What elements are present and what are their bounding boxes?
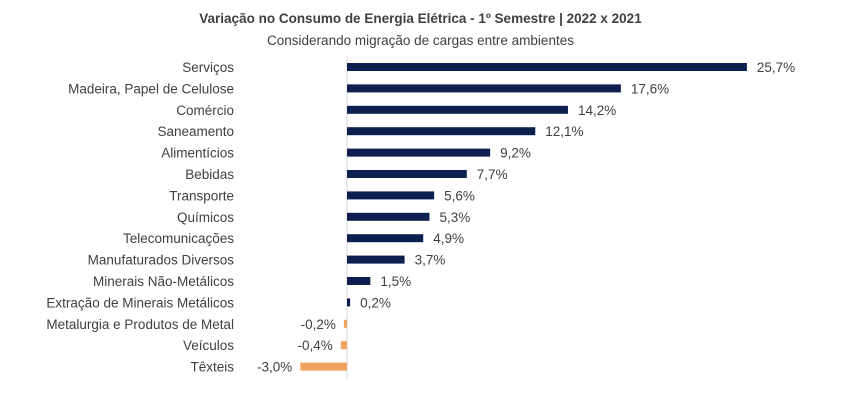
data-label: 25,7% [757, 60, 795, 75]
data-label: 7,7% [477, 167, 508, 182]
data-label: 5,3% [439, 210, 470, 225]
data-label: -0,2% [301, 317, 336, 332]
data-label: 3,7% [415, 253, 446, 268]
category-label: Serviços [182, 60, 234, 75]
bar [347, 127, 536, 136]
data-label: 0,2% [360, 295, 391, 310]
chart-title: Variação no Consumo de Energia Elétrica … [199, 11, 642, 26]
data-label: 1,5% [380, 274, 411, 289]
category-label: Comércio [176, 103, 234, 118]
category-label: Saneamento [157, 124, 234, 139]
bar [347, 105, 568, 114]
bar [347, 148, 491, 157]
data-label: 9,2% [500, 146, 531, 161]
category-label: Minerais Não-Metálicos [93, 274, 234, 289]
bar [347, 255, 405, 264]
chart-subtitle: Considerando migração de cargas entre am… [267, 33, 574, 48]
data-label: 17,6% [631, 81, 669, 96]
bar [347, 212, 430, 221]
data-label: 4,9% [433, 231, 464, 246]
category-label: Telecomunicações [123, 231, 234, 246]
bar [347, 277, 371, 285]
bar [343, 319, 347, 328]
category-label: Manufaturados Diversos [88, 253, 235, 268]
category-label: Transporte [169, 188, 234, 203]
bar [347, 298, 351, 307]
category-label: Madeira, Papel de Celulose [68, 81, 234, 96]
category-label: Metalurgia e Produtos de Metal [46, 317, 234, 332]
category-label: Bebidas [185, 167, 234, 182]
category-label: Têxteis [190, 360, 234, 375]
data-label: -0,4% [297, 338, 332, 353]
category-label: Alimentícios [161, 146, 234, 161]
data-label: 12,1% [545, 124, 583, 139]
bar [347, 170, 467, 178]
category-label: Extração de Minerais Metálicos [46, 295, 234, 310]
category-label: Veículos [183, 338, 234, 353]
data-label: 5,6% [444, 188, 475, 203]
bar [347, 234, 424, 243]
bar [347, 84, 621, 93]
data-label: -3,0% [257, 360, 292, 375]
bar [347, 191, 435, 200]
data-label: 14,2% [578, 103, 616, 118]
bar [340, 341, 347, 350]
bar [300, 362, 347, 371]
bar [347, 63, 747, 71]
category-label: Químicos [177, 210, 234, 225]
